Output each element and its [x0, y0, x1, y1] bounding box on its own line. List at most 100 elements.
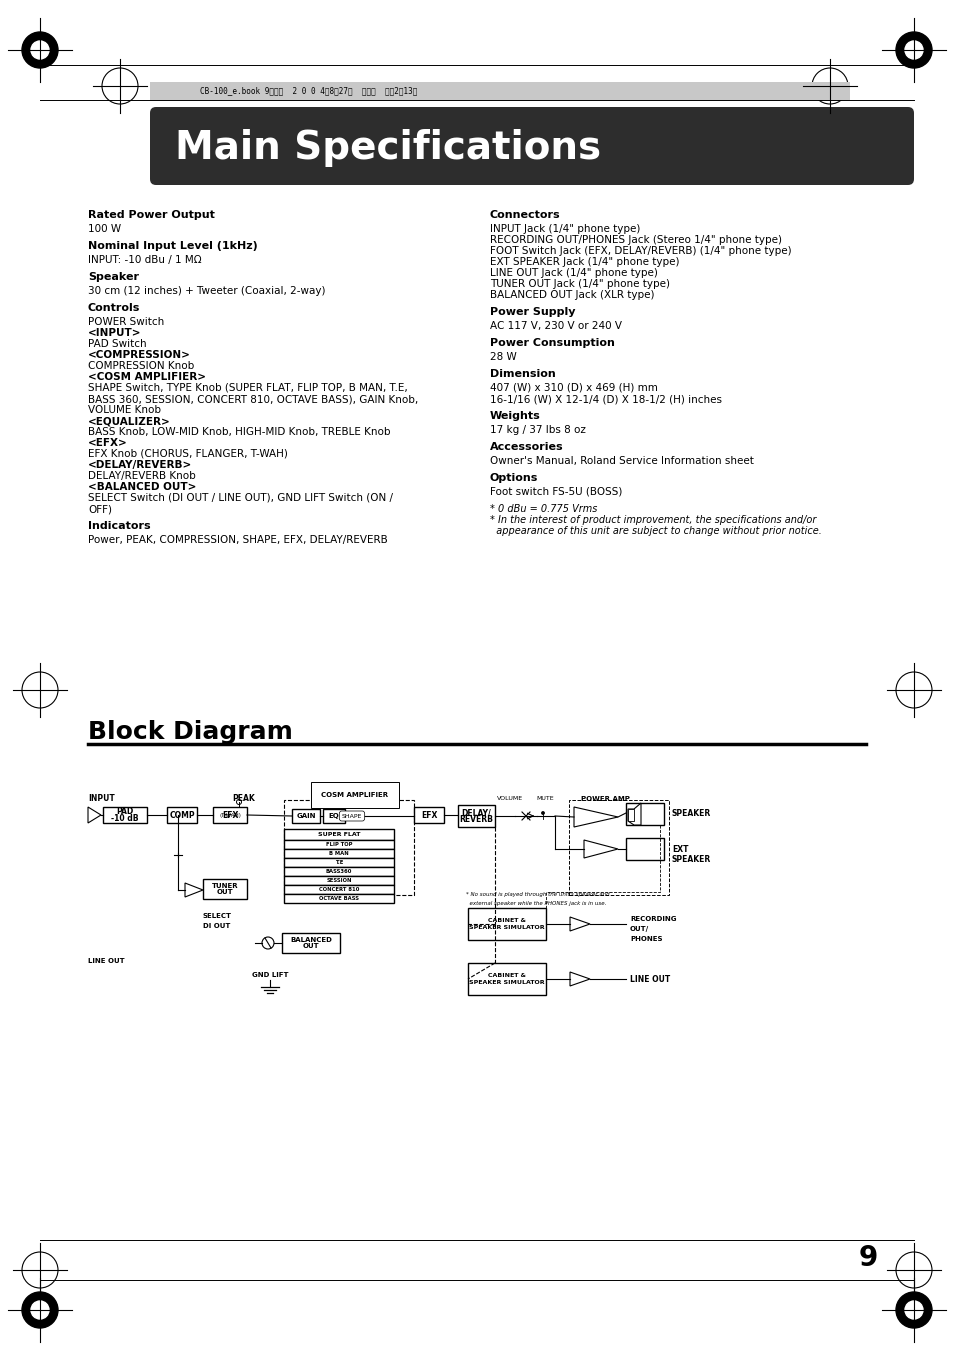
Text: BASS360: BASS360 [326, 869, 352, 874]
Text: SPEAKER: SPEAKER [671, 809, 711, 819]
Bar [625, 802, 663, 825]
Text: OFF): OFF) [88, 504, 112, 513]
Bar [150, 82, 849, 100]
Bar [103, 807, 147, 823]
Circle shape [22, 32, 58, 68]
Bar [284, 848, 394, 858]
Text: EFX: EFX [222, 811, 238, 820]
Text: T.E: T.E [335, 861, 343, 865]
Text: appearance of this unit are subject to change without prior notice.: appearance of this unit are subject to c… [490, 526, 821, 536]
Text: Controls: Controls [88, 303, 140, 313]
Text: * In the interest of product improvement, the specifications and/or: * In the interest of product improvement… [490, 515, 816, 526]
Text: 16-1/16 (W) X 12-1/4 (D) X 18-1/2 (H) inches: 16-1/16 (W) X 12-1/4 (D) X 18-1/2 (H) in… [490, 394, 721, 404]
Text: GAIN: GAIN [296, 813, 315, 819]
Text: Indicators: Indicators [88, 521, 151, 531]
Text: OUT: OUT [302, 943, 319, 950]
Text: Power, PEAK, COMPRESSION, SHAPE, EFX, DELAY/REVERB: Power, PEAK, COMPRESSION, SHAPE, EFX, DE… [88, 535, 387, 544]
Text: TUNER OUT Jack (1/4" phone type): TUNER OUT Jack (1/4" phone type) [490, 280, 669, 289]
Text: Dimension: Dimension [490, 369, 556, 380]
Text: CB-100_e.book 9ページ  2 0 0 4年8月27日  金曜日  午後2時13分: CB-100_e.book 9ページ 2 0 0 4年8月27日 金曜日 午後2… [200, 86, 417, 96]
Text: OCTAVE BASS: OCTAVE BASS [318, 896, 358, 901]
Bar [292, 809, 319, 823]
Text: PEAK: PEAK [232, 794, 254, 802]
Text: RECORDING: RECORDING [629, 916, 676, 921]
Bar [282, 934, 339, 952]
Bar [213, 807, 247, 823]
Polygon shape [185, 884, 203, 897]
Bar [284, 800, 414, 894]
Text: (T-WAH): (T-WAH) [219, 813, 241, 817]
Text: POWER AMP: POWER AMP [580, 796, 629, 802]
Bar [284, 885, 394, 894]
Bar [284, 830, 394, 840]
Text: Rated Power Output: Rated Power Output [88, 209, 214, 220]
Bar [167, 807, 196, 823]
Bar [203, 880, 247, 898]
Text: Main Specifications: Main Specifications [174, 128, 600, 168]
Text: OUT/: OUT/ [629, 925, 648, 932]
Text: AC 117 V, 230 V or 240 V: AC 117 V, 230 V or 240 V [490, 322, 621, 331]
Text: * No sound is played through the unit's speaker and: * No sound is played through the unit's … [465, 892, 609, 897]
FancyBboxPatch shape [150, 107, 913, 185]
Text: 100 W: 100 W [88, 224, 121, 234]
Text: MUTE: MUTE [536, 796, 554, 801]
Polygon shape [569, 917, 589, 931]
Text: RECORDING OUT/PHONES Jack (Stereo 1/4" phone type): RECORDING OUT/PHONES Jack (Stereo 1/4" p… [490, 235, 781, 245]
Polygon shape [627, 802, 640, 825]
Text: 30 cm (12 inches) + Tweeter (Coaxial, 2-way): 30 cm (12 inches) + Tweeter (Coaxial, 2-… [88, 286, 325, 296]
Text: DELAY/: DELAY/ [461, 808, 491, 817]
Circle shape [30, 1301, 49, 1319]
Text: PAD: PAD [116, 807, 133, 816]
Text: DELAY/REVERB Knob: DELAY/REVERB Knob [88, 471, 195, 481]
Text: Accessories: Accessories [490, 442, 563, 453]
Bar [284, 894, 394, 902]
Circle shape [22, 1292, 58, 1328]
Text: Connectors: Connectors [490, 209, 560, 220]
Bar [627, 809, 634, 821]
Bar [468, 908, 545, 940]
Text: <INPUT>: <INPUT> [88, 328, 141, 338]
Text: Power Consumption: Power Consumption [490, 338, 615, 349]
Bar [457, 805, 495, 827]
Text: VOLUME Knob: VOLUME Knob [88, 405, 161, 415]
Text: CABINET &: CABINET & [488, 917, 525, 923]
Text: FOOT Switch Jack (EFX, DELAY/REVERB) (1/4" phone type): FOOT Switch Jack (EFX, DELAY/REVERB) (1/… [490, 246, 791, 255]
Text: LINE OUT: LINE OUT [88, 958, 125, 965]
Circle shape [904, 41, 923, 59]
Circle shape [30, 41, 49, 59]
Text: POWER Switch: POWER Switch [88, 317, 164, 327]
Text: external speaker while the PHONES jack is in use.: external speaker while the PHONES jack i… [465, 901, 606, 907]
Text: Speaker: Speaker [88, 272, 139, 282]
Text: BASS 360, SESSION, CONCERT 810, OCTAVE BASS), GAIN Knob,: BASS 360, SESSION, CONCERT 810, OCTAVE B… [88, 394, 417, 404]
Text: GND LIFT: GND LIFT [252, 971, 288, 978]
Text: LINE OUT: LINE OUT [629, 974, 670, 984]
Text: Power Supply: Power Supply [490, 307, 575, 317]
Text: COMPRESSION Knob: COMPRESSION Knob [88, 361, 194, 372]
Circle shape [895, 1292, 931, 1328]
Text: COSM AMPLIFIER: COSM AMPLIFIER [321, 792, 388, 798]
Text: BALANCED: BALANCED [290, 936, 332, 943]
Text: B MAN: B MAN [329, 851, 349, 857]
Text: <COMPRESSION>: <COMPRESSION> [88, 350, 191, 359]
Bar [625, 838, 663, 861]
Text: <BALANCED OUT>: <BALANCED OUT> [88, 482, 196, 492]
Text: SPEAKER SIMULATOR: SPEAKER SIMULATOR [469, 925, 544, 929]
Text: <EQUALIZER>: <EQUALIZER> [88, 416, 171, 426]
Text: <EFX>: <EFX> [88, 438, 128, 449]
Text: SHAPE: SHAPE [341, 813, 362, 819]
Text: INPUT Jack (1/4" phone type): INPUT Jack (1/4" phone type) [490, 224, 639, 234]
Text: INPUT: INPUT [88, 794, 114, 802]
Text: BALANCED OUT Jack (XLR type): BALANCED OUT Jack (XLR type) [490, 290, 654, 300]
Text: SELECT: SELECT [203, 913, 232, 919]
Text: INPUT: -10 dBu / 1 MΩ: INPUT: -10 dBu / 1 MΩ [88, 255, 201, 265]
Text: Foot switch FS-5U (BOSS): Foot switch FS-5U (BOSS) [490, 486, 621, 497]
Text: REVERB: REVERB [459, 815, 493, 824]
Bar [284, 840, 394, 848]
Text: PHONES: PHONES [629, 936, 661, 942]
Bar [414, 807, 443, 823]
Text: 9: 9 [858, 1244, 877, 1273]
Text: Weights: Weights [490, 411, 540, 422]
Text: EFX: EFX [420, 811, 436, 820]
Text: 17 kg / 37 lbs 8 oz: 17 kg / 37 lbs 8 oz [490, 426, 585, 435]
Text: OUT: OUT [216, 889, 233, 896]
